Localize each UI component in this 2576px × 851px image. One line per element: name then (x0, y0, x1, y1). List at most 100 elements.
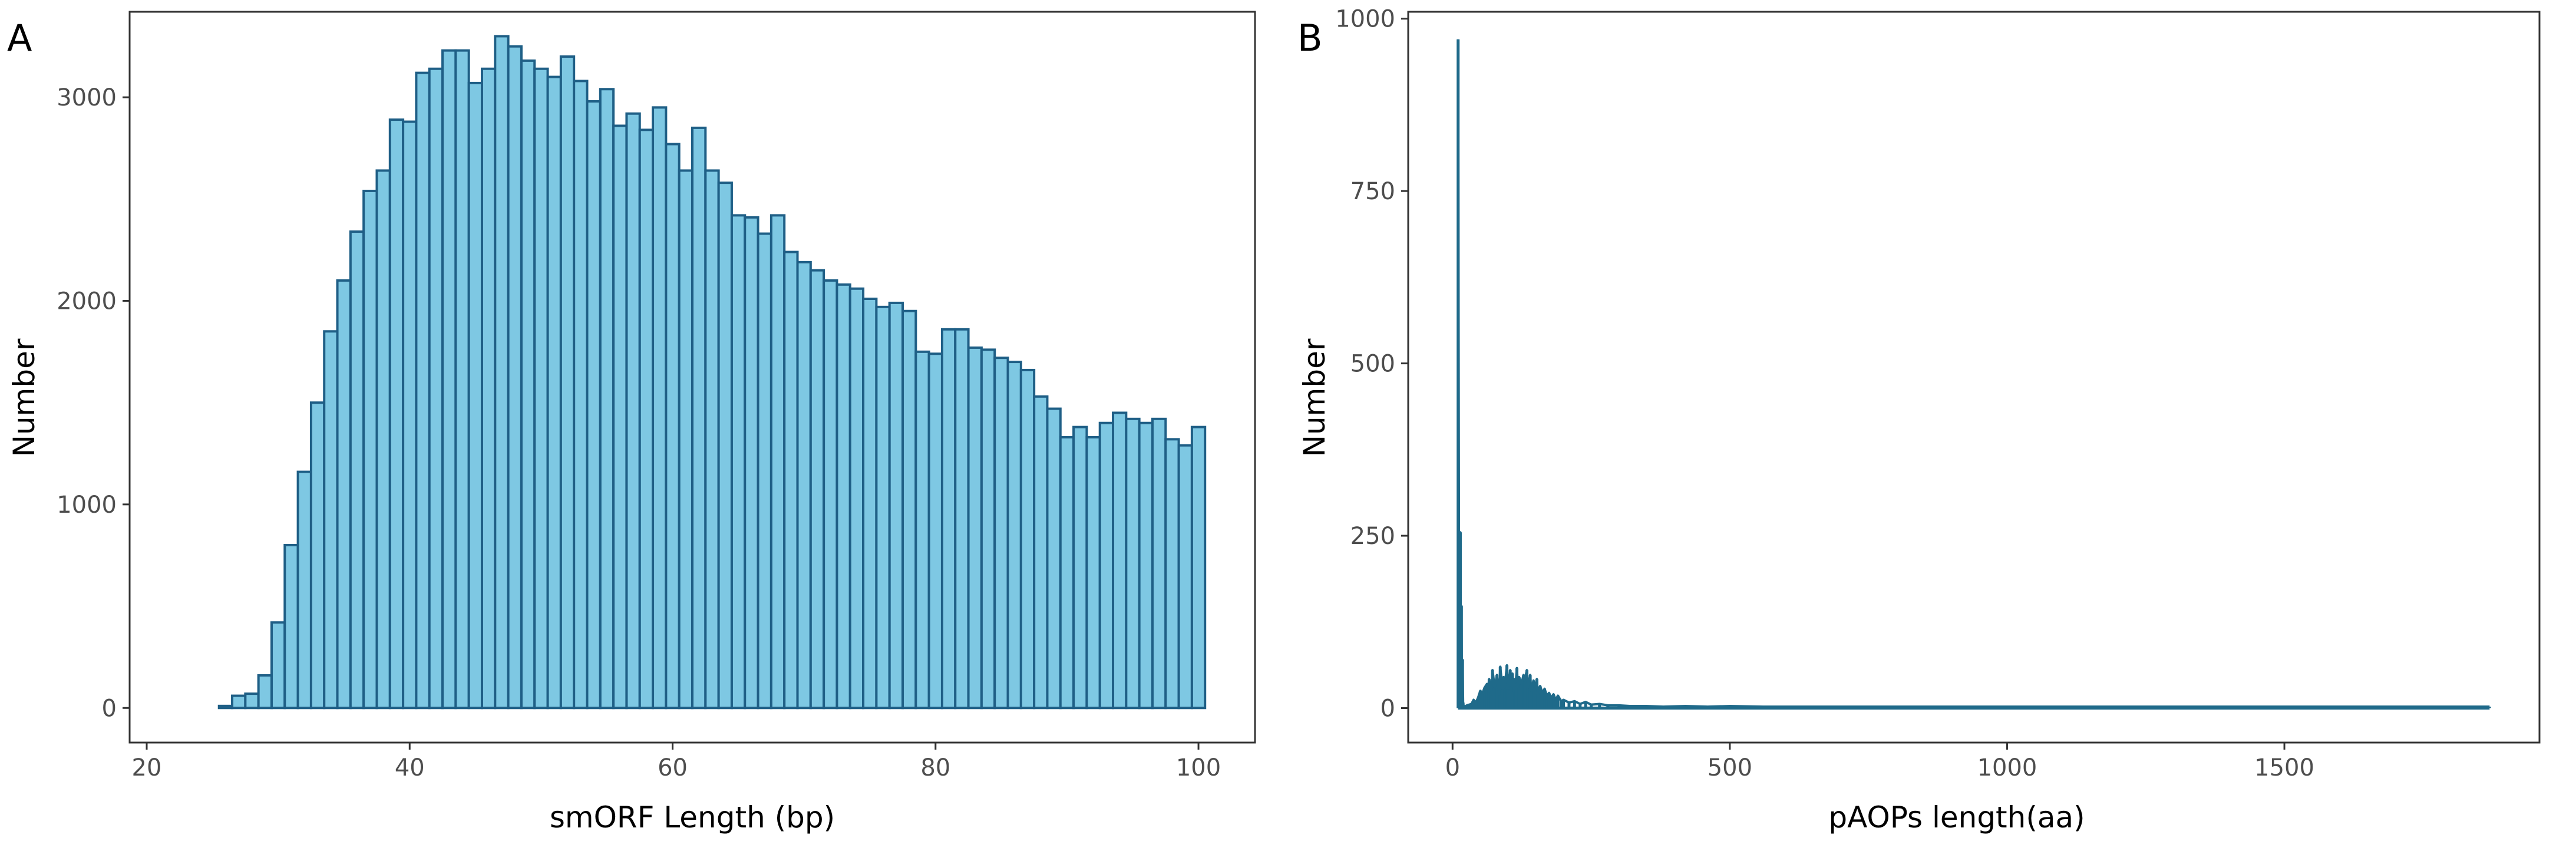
histogram-bar (757, 232, 772, 710)
panel-b-x-axis-title: pAOPs length(aa) (1828, 800, 2085, 834)
panel-a-x-ticks: 20 40 60 80 100 (132, 743, 1221, 781)
histogram-bar (625, 112, 641, 710)
panel-a-x-axis-title: smORF Length (bp) (550, 800, 835, 834)
panel-b-x-tick-label: 0 (1445, 754, 1460, 781)
histogram-bar (1098, 421, 1115, 710)
panel-b-x-tick-label: 1500 (2254, 754, 2314, 781)
histogram-bar (744, 216, 759, 710)
histogram-bar (678, 169, 693, 710)
histogram-bar (770, 214, 786, 710)
histogram-bar (309, 401, 326, 710)
histogram-bar (940, 328, 957, 710)
panel-b-y-tick-label: 1000 (1335, 6, 1395, 33)
histogram-bar (494, 35, 510, 710)
panel-a-y-tick-label: 0 (102, 695, 117, 722)
histogram-bar (862, 298, 878, 710)
panel-b-x-tick-label: 500 (1708, 754, 1752, 781)
histogram-bar (270, 621, 286, 710)
panel-a-plot-border (128, 11, 1256, 744)
histogram-bar (441, 49, 457, 710)
histogram-bar (1019, 368, 1036, 710)
panel-a-y-tick-label: 1000 (57, 492, 117, 519)
histogram-bar (612, 124, 628, 710)
histogram-bar (704, 169, 720, 710)
panel-a-y-tick-label: 3000 (57, 84, 117, 111)
histogram-bar (1125, 417, 1141, 710)
histogram-bar (533, 67, 549, 710)
histogram-bar (993, 357, 1009, 710)
histogram-bar (875, 305, 891, 710)
histogram-bar (520, 59, 536, 710)
histogram-bar (217, 704, 234, 710)
panel-a-x-tick-label: 60 (658, 754, 688, 781)
histogram-bar (323, 330, 339, 710)
histogram-bar (1151, 417, 1167, 710)
panel-b-y-tick-label: 500 (1350, 351, 1395, 378)
histogram-bar (980, 348, 996, 710)
histogram-bar (1190, 426, 1207, 710)
histogram-bar (415, 71, 431, 710)
panel-a-y-tick-label: 2000 (57, 288, 117, 315)
panel-b-y-tick-label: 250 (1350, 523, 1395, 550)
histogram-bar (375, 169, 391, 710)
histogram-bar (665, 143, 681, 710)
histogram-bar (914, 350, 930, 710)
histogram-bar (1085, 436, 1101, 710)
histogram-bar (1177, 444, 1193, 710)
histogram-bar (336, 279, 352, 710)
histogram-bar (480, 67, 497, 710)
panel-a-y-axis-title: Number (7, 338, 41, 457)
histogram-bar (283, 543, 299, 710)
panel-b-line-plot: B Number pAOPs length(aa) 0 250 500 750 1000… (1297, 6, 2541, 834)
histogram-bar (244, 692, 260, 710)
histogram-bar (927, 352, 943, 710)
histogram-bar (835, 283, 851, 710)
panel-a-letter: A (7, 17, 32, 60)
panel-a-x-tick-label: 80 (920, 754, 950, 781)
histogram-bar (402, 120, 418, 710)
histogram-bar (967, 346, 983, 710)
series-line (1457, 39, 2490, 710)
histogram-bar (783, 250, 799, 710)
histogram-bar (1006, 361, 1022, 710)
histogram-bar (888, 301, 904, 710)
panel-b-x-ticks: 0 500 1000 1500 (1445, 743, 2314, 781)
panel-b-y-tick-label: 750 (1350, 178, 1395, 205)
panel-b-plot-border (1407, 11, 2541, 744)
panel-b-y-tick-label: 0 (1381, 695, 1395, 723)
histogram-bar (954, 328, 970, 710)
histogram-bar (546, 75, 562, 710)
panel-b-letter: B (1297, 17, 1323, 60)
histogram-bar (467, 81, 483, 710)
panel-a-x-tick-label: 100 (1176, 754, 1221, 781)
histogram-bar (823, 279, 838, 710)
histogram-bar (1059, 436, 1075, 710)
histogram-bar (1138, 421, 1154, 710)
histogram-bar (454, 49, 470, 710)
histogram-bar (1033, 395, 1049, 710)
histogram-bar (638, 128, 655, 710)
histogram-bar (257, 674, 273, 710)
histogram-bar (848, 287, 865, 710)
histogram-bar (349, 230, 365, 710)
histogram-bar (901, 309, 917, 710)
histogram-bar (507, 45, 523, 710)
histogram-bar (388, 118, 405, 710)
panel-b-x-tick-label: 1000 (1977, 754, 2037, 781)
histogram-bar (573, 80, 589, 710)
histogram-bar (1164, 438, 1180, 710)
histogram-bar (231, 694, 247, 710)
panel-a-x-tick-label: 20 (132, 754, 162, 781)
histogram-bar (652, 106, 668, 710)
panel-b-y-ticks: 0 250 500 750 1000 (1335, 6, 1408, 723)
histogram-bar (586, 100, 602, 710)
panel-b-series (1457, 39, 2491, 710)
histogram-bar (599, 88, 615, 710)
histogram-bar (559, 55, 576, 710)
histogram-bar (428, 67, 444, 710)
histogram-bar (296, 470, 312, 710)
histogram-bar (717, 182, 733, 710)
histogram-bar (730, 214, 747, 710)
panel-a-x-tick-label: 40 (395, 754, 425, 781)
